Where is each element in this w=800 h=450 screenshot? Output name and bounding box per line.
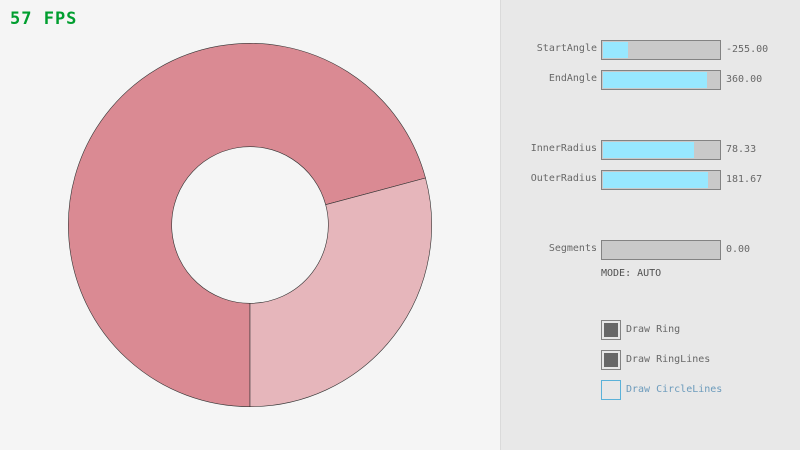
slider-track[interactable] bbox=[601, 240, 721, 260]
checkbox-draw-circlelines[interactable]: Draw CircleLines bbox=[601, 380, 800, 400]
slider-track[interactable] bbox=[601, 170, 721, 190]
checkbox-draw-ringlines[interactable]: Draw RingLines bbox=[601, 350, 800, 370]
slider-label: StartAngle bbox=[536, 43, 597, 54]
slider-value: 181.67 bbox=[726, 174, 763, 185]
slider-value: 0.00 bbox=[726, 244, 751, 255]
slider-fill bbox=[603, 142, 694, 158]
checkbox-draw-ring[interactable]: Draw Ring bbox=[601, 320, 800, 340]
slider-value: -255.00 bbox=[726, 44, 769, 55]
checkbox-label: Draw Ring bbox=[626, 324, 681, 335]
slider-label: Segments bbox=[548, 243, 597, 254]
ring-single-segment bbox=[249, 177, 432, 407]
check-mark-icon bbox=[604, 323, 618, 337]
ring-overlap-segment bbox=[68, 43, 426, 407]
slider-value: 78.33 bbox=[726, 144, 757, 155]
slider-outer-radius[interactable]: OuterRadius 181.67 bbox=[501, 170, 800, 190]
slider-track[interactable] bbox=[601, 140, 721, 160]
slider-label: EndAngle bbox=[548, 73, 597, 84]
slider-track[interactable] bbox=[601, 70, 721, 90]
slider-label: OuterRadius bbox=[530, 173, 597, 184]
slider-fill bbox=[603, 42, 629, 58]
slider-inner-radius[interactable]: InnerRadius 78.33 bbox=[501, 140, 800, 160]
slider-fill bbox=[603, 72, 708, 88]
checkbox-label: Draw RingLines bbox=[626, 354, 711, 365]
checkbox-box[interactable] bbox=[601, 320, 621, 340]
check-mark-icon bbox=[604, 353, 618, 367]
slider-segments[interactable]: Segments 0.00 bbox=[501, 240, 800, 260]
control-panel: StartAngle -255.00 EndAngle 360.00 Inner… bbox=[500, 0, 800, 450]
ring-canvas bbox=[68, 43, 432, 407]
checkbox-box[interactable] bbox=[601, 350, 621, 370]
fps-counter: 57 FPS bbox=[10, 9, 78, 29]
slider-track[interactable] bbox=[601, 40, 721, 60]
slider-start-angle[interactable]: StartAngle -255.00 bbox=[501, 40, 800, 60]
slider-fill bbox=[603, 172, 709, 188]
checkbox-box[interactable] bbox=[601, 380, 621, 400]
slider-end-angle[interactable]: EndAngle 360.00 bbox=[501, 70, 800, 90]
checkbox-label: Draw CircleLines bbox=[626, 384, 723, 395]
mode-label: MODE: AUTO bbox=[601, 268, 662, 279]
slider-label: InnerRadius bbox=[530, 143, 597, 154]
slider-value: 360.00 bbox=[726, 74, 763, 85]
